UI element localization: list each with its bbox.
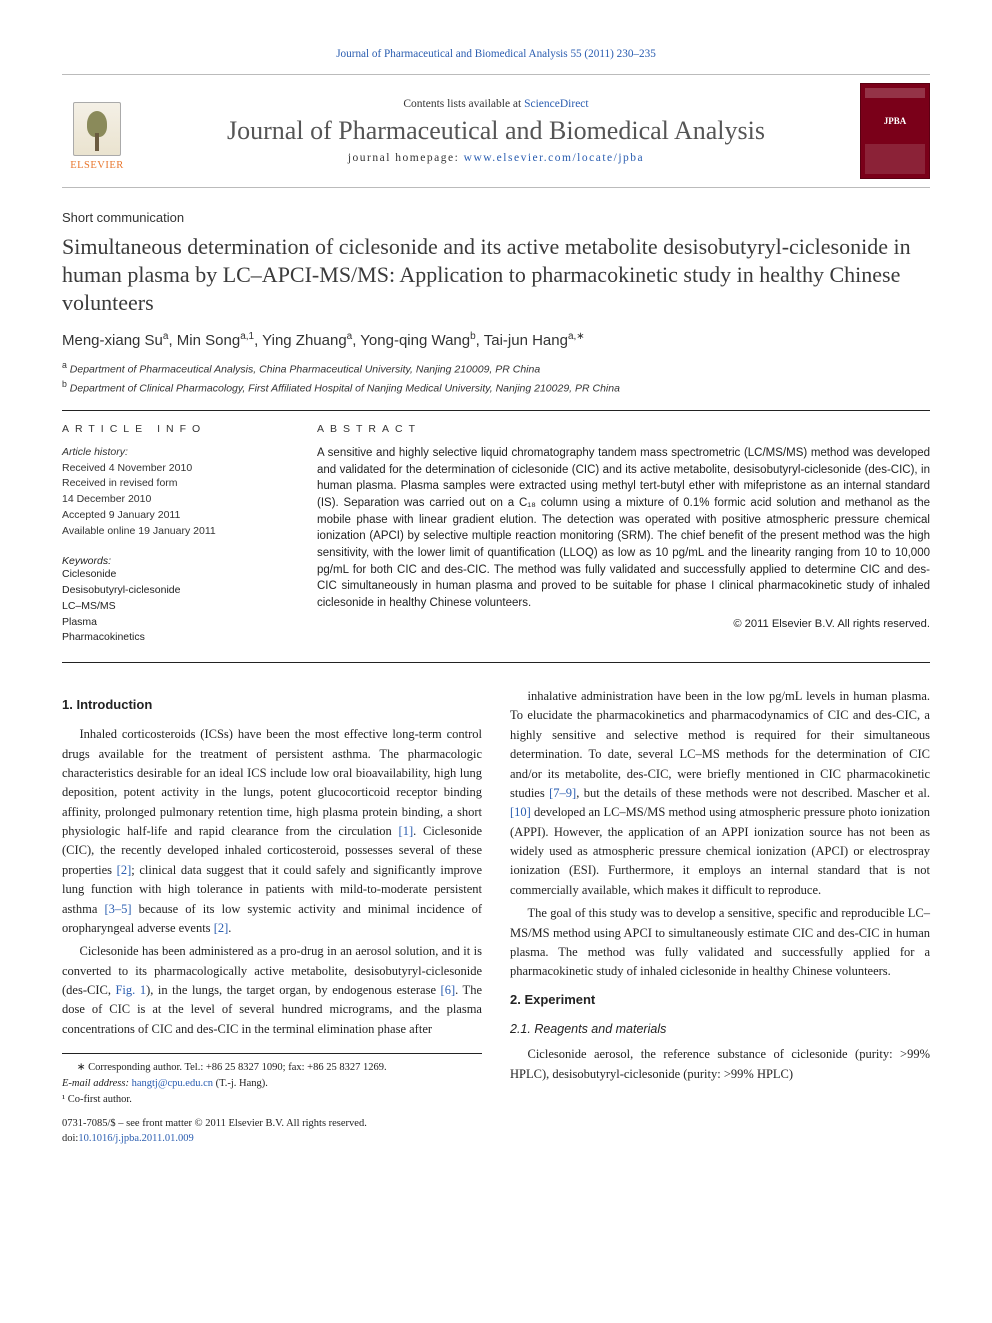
email-label: E-mail address: xyxy=(62,1078,132,1089)
abstract-text: A sensitive and highly selective liquid … xyxy=(317,445,930,612)
abstract-label: ABSTRACT xyxy=(317,423,930,435)
elsevier-tree-icon xyxy=(73,102,121,156)
keywords-label: Keywords: xyxy=(62,555,287,567)
keyword-item: LC–MS/MS xyxy=(62,599,287,615)
footnote-cofirst: ¹ Co-first author. xyxy=(62,1092,482,1108)
contents-prefix: Contents lists available at xyxy=(403,98,524,110)
p3-a: inhalative administration have been in t… xyxy=(510,689,930,800)
p3-b: , but the details of these methods were … xyxy=(576,786,930,800)
homepage-prefix: journal homepage: xyxy=(348,152,464,164)
ref-10-link[interactable]: [10] xyxy=(510,805,531,819)
affil-a-text: Department of Pharmaceutical Analysis, C… xyxy=(70,364,540,376)
intro-para-3: inhalative administration have been in t… xyxy=(510,687,930,900)
sciencedirect-link[interactable]: ScienceDirect xyxy=(524,98,589,110)
publisher-logo: ELSEVIER xyxy=(62,83,132,171)
ref-1-link[interactable]: [1] xyxy=(399,824,414,838)
affil-b: b Department of Clinical Pharmacology, F… xyxy=(62,378,930,396)
heading-introduction: 1. Introduction xyxy=(62,695,482,715)
intro-para-2: Ciclesonide has been administered as a p… xyxy=(62,942,482,1039)
cover-bottom-band xyxy=(865,144,925,174)
ref-7-9-link[interactable]: [7–9] xyxy=(549,786,576,800)
doi-line: doi:10.1016/j.jpba.2011.01.009 xyxy=(62,1132,482,1147)
intro-para-4: The goal of this study was to develop a … xyxy=(510,904,930,982)
ref-2-link[interactable]: [2] xyxy=(117,863,132,877)
article-history: Article history: Received 4 November 201… xyxy=(62,445,287,540)
page: Journal of Pharmaceutical and Biomedical… xyxy=(0,0,992,1187)
affiliations: a Department of Pharmaceutical Analysis,… xyxy=(62,359,930,395)
keywords-list: CiclesonideDesisobutyryl-ciclesonideLC–M… xyxy=(62,567,287,646)
footnote-corresponding: ∗ Corresponding author. Tel.: +86 25 832… xyxy=(62,1060,482,1076)
article-section-type: Short communication xyxy=(62,210,930,225)
ref-6-link[interactable]: [6] xyxy=(441,983,456,997)
history-accepted: Accepted 9 January 2011 xyxy=(62,508,287,524)
masthead-center: Contents lists available at ScienceDirec… xyxy=(146,83,846,179)
keyword-item: Pharmacokinetics xyxy=(62,630,287,646)
authors-line: Meng-xiang Sua, Min Songa,1, Ying Zhuang… xyxy=(62,331,930,349)
running-head: Journal of Pharmaceutical and Biomedical… xyxy=(62,48,930,60)
abstract-block: ABSTRACT A sensitive and highly selectiv… xyxy=(317,423,930,646)
contents-available-line: Contents lists available at ScienceDirec… xyxy=(146,98,846,110)
intro-para-1: Inhaled corticosteroids (ICSs) have been… xyxy=(62,725,482,938)
keyword-item: Desisobutyryl-ciclesonide xyxy=(62,583,287,599)
doi-link[interactable]: 10.1016/j.jpba.2011.01.009 xyxy=(78,1133,193,1144)
heading-reagents: 2.1. Reagents and materials xyxy=(510,1020,930,1039)
article-title: Simultaneous determination of ciclesonid… xyxy=(62,233,930,317)
history-received: Received 4 November 2010 xyxy=(62,461,287,477)
history-revised: Received in revised form 14 December 201… xyxy=(62,476,287,508)
masthead: ELSEVIER Contents lists available at Sci… xyxy=(62,74,930,188)
footnote-email: E-mail address: hangtj@cpu.edu.cn (T.-j.… xyxy=(62,1076,482,1092)
abstract-copyright: © 2011 Elsevier B.V. All rights reserved… xyxy=(317,618,930,630)
issn-line: 0731-7085/$ – see front matter © 2011 El… xyxy=(62,1117,482,1132)
meta-row: ARTICLE INFO Article history: Received 4… xyxy=(62,411,930,663)
journal-cover-thumbnail: JPBA xyxy=(860,83,930,179)
publication-info: 0731-7085/$ – see front matter © 2011 El… xyxy=(62,1117,482,1146)
body-columns: 1. Introduction Inhaled corticosteroids … xyxy=(62,687,930,1147)
p1-a: Inhaled corticosteroids (ICSs) have been… xyxy=(62,727,482,838)
publisher-brand: ELSEVIER xyxy=(70,160,124,171)
corresponding-email-link[interactable]: hangtj@cpu.edu.cn xyxy=(132,1078,213,1089)
cover-top-band xyxy=(865,88,925,98)
journal-title: Journal of Pharmaceutical and Biomedical… xyxy=(146,116,846,146)
journal-homepage-line: journal homepage: www.elsevier.com/locat… xyxy=(146,152,846,164)
affil-b-text: Department of Clinical Pharmacology, Fir… xyxy=(70,382,620,394)
keyword-item: Plasma xyxy=(62,615,287,631)
p3-c: developed an LC–MS/MS method using atmos… xyxy=(510,805,930,897)
fig-1-link[interactable]: Fig. 1 xyxy=(115,983,146,997)
p2-b: ), in the lungs, the target organ, by en… xyxy=(146,983,440,997)
ref-2b-link[interactable]: [2] xyxy=(214,921,229,935)
p1-e: . xyxy=(228,921,231,935)
keyword-item: Ciclesonide xyxy=(62,567,287,583)
footnotes-block: ∗ Corresponding author. Tel.: +86 25 832… xyxy=(62,1053,482,1147)
heading-experiment: 2. Experiment xyxy=(510,990,930,1010)
article-info-block: ARTICLE INFO Article history: Received 4… xyxy=(62,423,287,646)
ref-3-5-link[interactable]: [3–5] xyxy=(104,902,131,916)
affil-a: a Department of Pharmaceutical Analysis,… xyxy=(62,359,930,377)
exp-para-1: Ciclesonide aerosol, the reference subst… xyxy=(510,1045,930,1084)
email-name: (T.-j. Hang). xyxy=(213,1078,268,1089)
journal-homepage-link[interactable]: www.elsevier.com/locate/jpba xyxy=(464,152,644,164)
article-info-label: ARTICLE INFO xyxy=(62,423,287,435)
history-online: Available online 19 January 2011 xyxy=(62,524,287,540)
cover-label: JPBA xyxy=(865,116,925,126)
running-head-link[interactable]: Journal of Pharmaceutical and Biomedical… xyxy=(336,48,656,60)
doi-label: doi: xyxy=(62,1133,78,1144)
history-label: Article history: xyxy=(62,445,287,461)
